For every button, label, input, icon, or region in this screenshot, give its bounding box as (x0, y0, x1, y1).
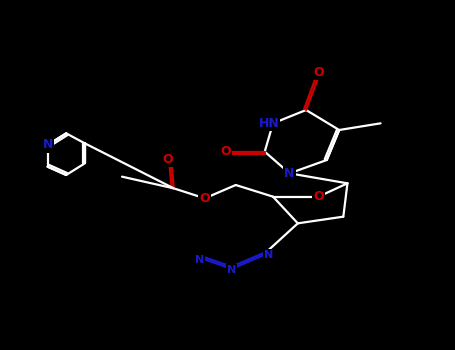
Text: N: N (284, 167, 295, 180)
Text: O: O (162, 153, 173, 166)
Text: O: O (313, 66, 324, 79)
Text: N: N (264, 250, 273, 260)
Text: O: O (313, 190, 324, 203)
Text: O: O (199, 192, 210, 205)
Text: N: N (42, 139, 53, 152)
Text: N: N (227, 265, 236, 275)
Text: N: N (195, 255, 204, 265)
Text: HN: HN (258, 117, 279, 130)
Text: O: O (220, 145, 231, 158)
